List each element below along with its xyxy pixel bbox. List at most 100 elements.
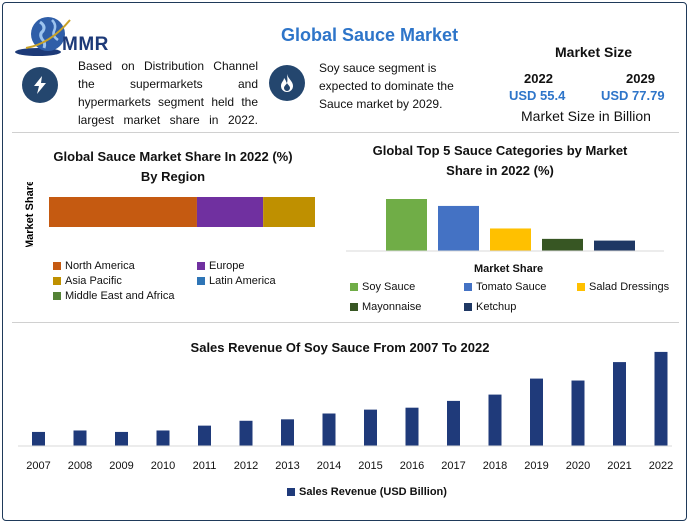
revenue-bar-2020	[571, 380, 585, 446]
legend-swatch	[577, 283, 585, 291]
market-size-value-start: USD 55.4	[509, 88, 566, 103]
legend-swatch	[197, 277, 205, 285]
region-share-chart: Market Share...	[24, 182, 315, 247]
revenue-tick-2010: 2010	[151, 460, 175, 472]
category-legend-item-ketchup: Ketchup	[464, 301, 516, 313]
revenue-tick-2012: 2012	[234, 460, 258, 472]
category-bar-soy-sauce	[386, 199, 427, 251]
market-size-year-start: 2022	[524, 71, 553, 86]
logo: MMR	[12, 12, 132, 58]
revenue-chart-title: Sales Revenue Of Soy Sauce From 2007 To …	[190, 340, 490, 355]
logo-text: MMR	[62, 34, 109, 55]
categories-xlabel: Market Share	[474, 263, 544, 275]
legend-label: Soy Sauce	[362, 281, 416, 293]
revenue-bar-2012	[239, 420, 253, 446]
legend-swatch	[53, 262, 61, 270]
region-legend: North America Europe Asia Pacific Latin Ame…	[53, 260, 333, 310]
revenue-legend-swatch	[287, 488, 295, 496]
revenue-tick-2018: 2018	[483, 460, 507, 472]
category-bar-ketchup	[594, 240, 635, 251]
legend-label: Middle East and Africa	[65, 290, 175, 302]
legend-swatch	[53, 292, 61, 300]
revenue-bar-2019	[530, 378, 543, 446]
revenue-bar-2015	[364, 409, 377, 446]
market-size-unit-label: Market Size in Billion	[521, 108, 651, 124]
region-axis-label: Market Share...	[24, 182, 36, 247]
revenue-tick-2011: 2011	[193, 460, 217, 472]
legend-label: North America	[65, 260, 135, 272]
revenue-tick-2020: 2020	[566, 460, 590, 472]
lightning-icon	[22, 67, 58, 103]
revenue-bar-2013	[281, 419, 294, 446]
legend-swatch	[350, 283, 358, 291]
market-size-year-end: 2029	[626, 71, 655, 86]
market-size-title: Market Size	[555, 44, 633, 60]
market-size-value-end: USD 77.79	[601, 88, 665, 103]
region-segment-asia-pacific	[263, 197, 315, 227]
revenue-legend-label: Sales Revenue (USD Billion)	[299, 486, 447, 498]
revenue-tick-2019: 2019	[524, 460, 548, 472]
legend-label: Tomato Sauce	[476, 281, 547, 293]
revenue-bar-2008	[73, 430, 87, 446]
legend-label: Europe	[209, 260, 245, 272]
revenue-bar-2014	[322, 413, 336, 446]
category-legend-item-tomato-sauce: Tomato Sauce	[464, 281, 546, 293]
infographic-frame	[2, 2, 687, 521]
legend-label: Ketchup	[476, 301, 517, 313]
category-bar-tomato-sauce	[438, 205, 479, 251]
region-chart-title: Global Sauce Market Share In 2022 (%) By…	[53, 149, 293, 184]
category-bar-mayonnaise	[542, 238, 583, 251]
legend-label: Mayonnaise	[362, 301, 422, 313]
categories-chart	[346, 199, 664, 252]
revenue-bar-2010	[156, 430, 170, 446]
distribution-channel-text: Based on Distribution Channel the superm…	[78, 59, 258, 127]
revenue-tick-2017: 2017	[441, 460, 465, 472]
revenue-tick-2013: 2013	[275, 460, 299, 472]
legend-label: Latin America	[209, 275, 276, 287]
revenue-tick-2014: 2014	[317, 460, 341, 472]
legend-swatch	[464, 303, 472, 311]
revenue-bar-2018	[488, 394, 502, 446]
globe-logo-icon	[15, 17, 71, 56]
revenue-bar-2011	[198, 425, 211, 446]
legend-label: Salad Dressings	[589, 281, 670, 293]
revenue-tick-2022: 2022	[649, 460, 673, 472]
region-legend-item-north-america: North America	[53, 260, 135, 272]
legend-label: Asia Pacific	[65, 275, 122, 287]
revenue-chart: 2007 2008 2009 2010 2011 2012 2013 2014 2015 2016…	[18, 351, 673, 472]
revenue-tick-2007: 2007	[26, 460, 50, 472]
revenue-bar-2021	[613, 362, 626, 446]
category-bar-salad-dressings	[490, 228, 531, 251]
category-legend-item-soy-sauce: Soy Sauce	[350, 281, 415, 293]
flame-icon	[269, 65, 305, 101]
region-segment-north-america	[49, 197, 197, 227]
soy-sauce-text: Soy sauce segment is expected to dominat…	[319, 61, 454, 111]
region-legend-item-asia-pacific: Asia Pacific	[53, 275, 122, 287]
revenue-bar-2017	[447, 400, 460, 446]
revenue-tick-2016: 2016	[400, 460, 424, 472]
middle-divider	[12, 322, 679, 323]
category-legend-item-salad-dressings: Salad Dressings	[577, 281, 669, 293]
legend-swatch	[350, 303, 358, 311]
region-legend-item-middle-east-and-africa: Middle East and Africa	[53, 290, 174, 302]
categories-chart-title: Global Top 5 Sauce Categories by Market …	[372, 143, 628, 178]
revenue-tick-2021: 2021	[607, 460, 631, 472]
revenue-legend: Sales Revenue (USD Billion)	[287, 486, 447, 498]
category-legend-item-mayonnaise: Mayonnaise	[350, 301, 421, 313]
page-title: Global Sauce Market	[281, 25, 459, 45]
categories-legend: Soy Sauce Tomato Sauce Salad Dressings Mayo…	[350, 281, 680, 321]
revenue-bar-2016	[405, 407, 419, 446]
revenue-bar-2022	[654, 351, 668, 446]
region-legend-item-europe: Europe	[197, 260, 244, 272]
legend-swatch	[197, 262, 205, 270]
legend-swatch	[464, 283, 472, 291]
revenue-tick-2009: 2009	[109, 460, 133, 472]
header-divider	[12, 132, 679, 133]
region-legend-item-latin-america: Latin America	[197, 275, 276, 287]
revenue-tick-2015: 2015	[358, 460, 382, 472]
revenue-tick-2008: 2008	[68, 460, 92, 472]
revenue-bar-2007	[32, 431, 45, 446]
legend-swatch	[53, 277, 61, 285]
region-segment-europe	[196, 197, 264, 227]
revenue-bar-2009	[115, 431, 128, 446]
